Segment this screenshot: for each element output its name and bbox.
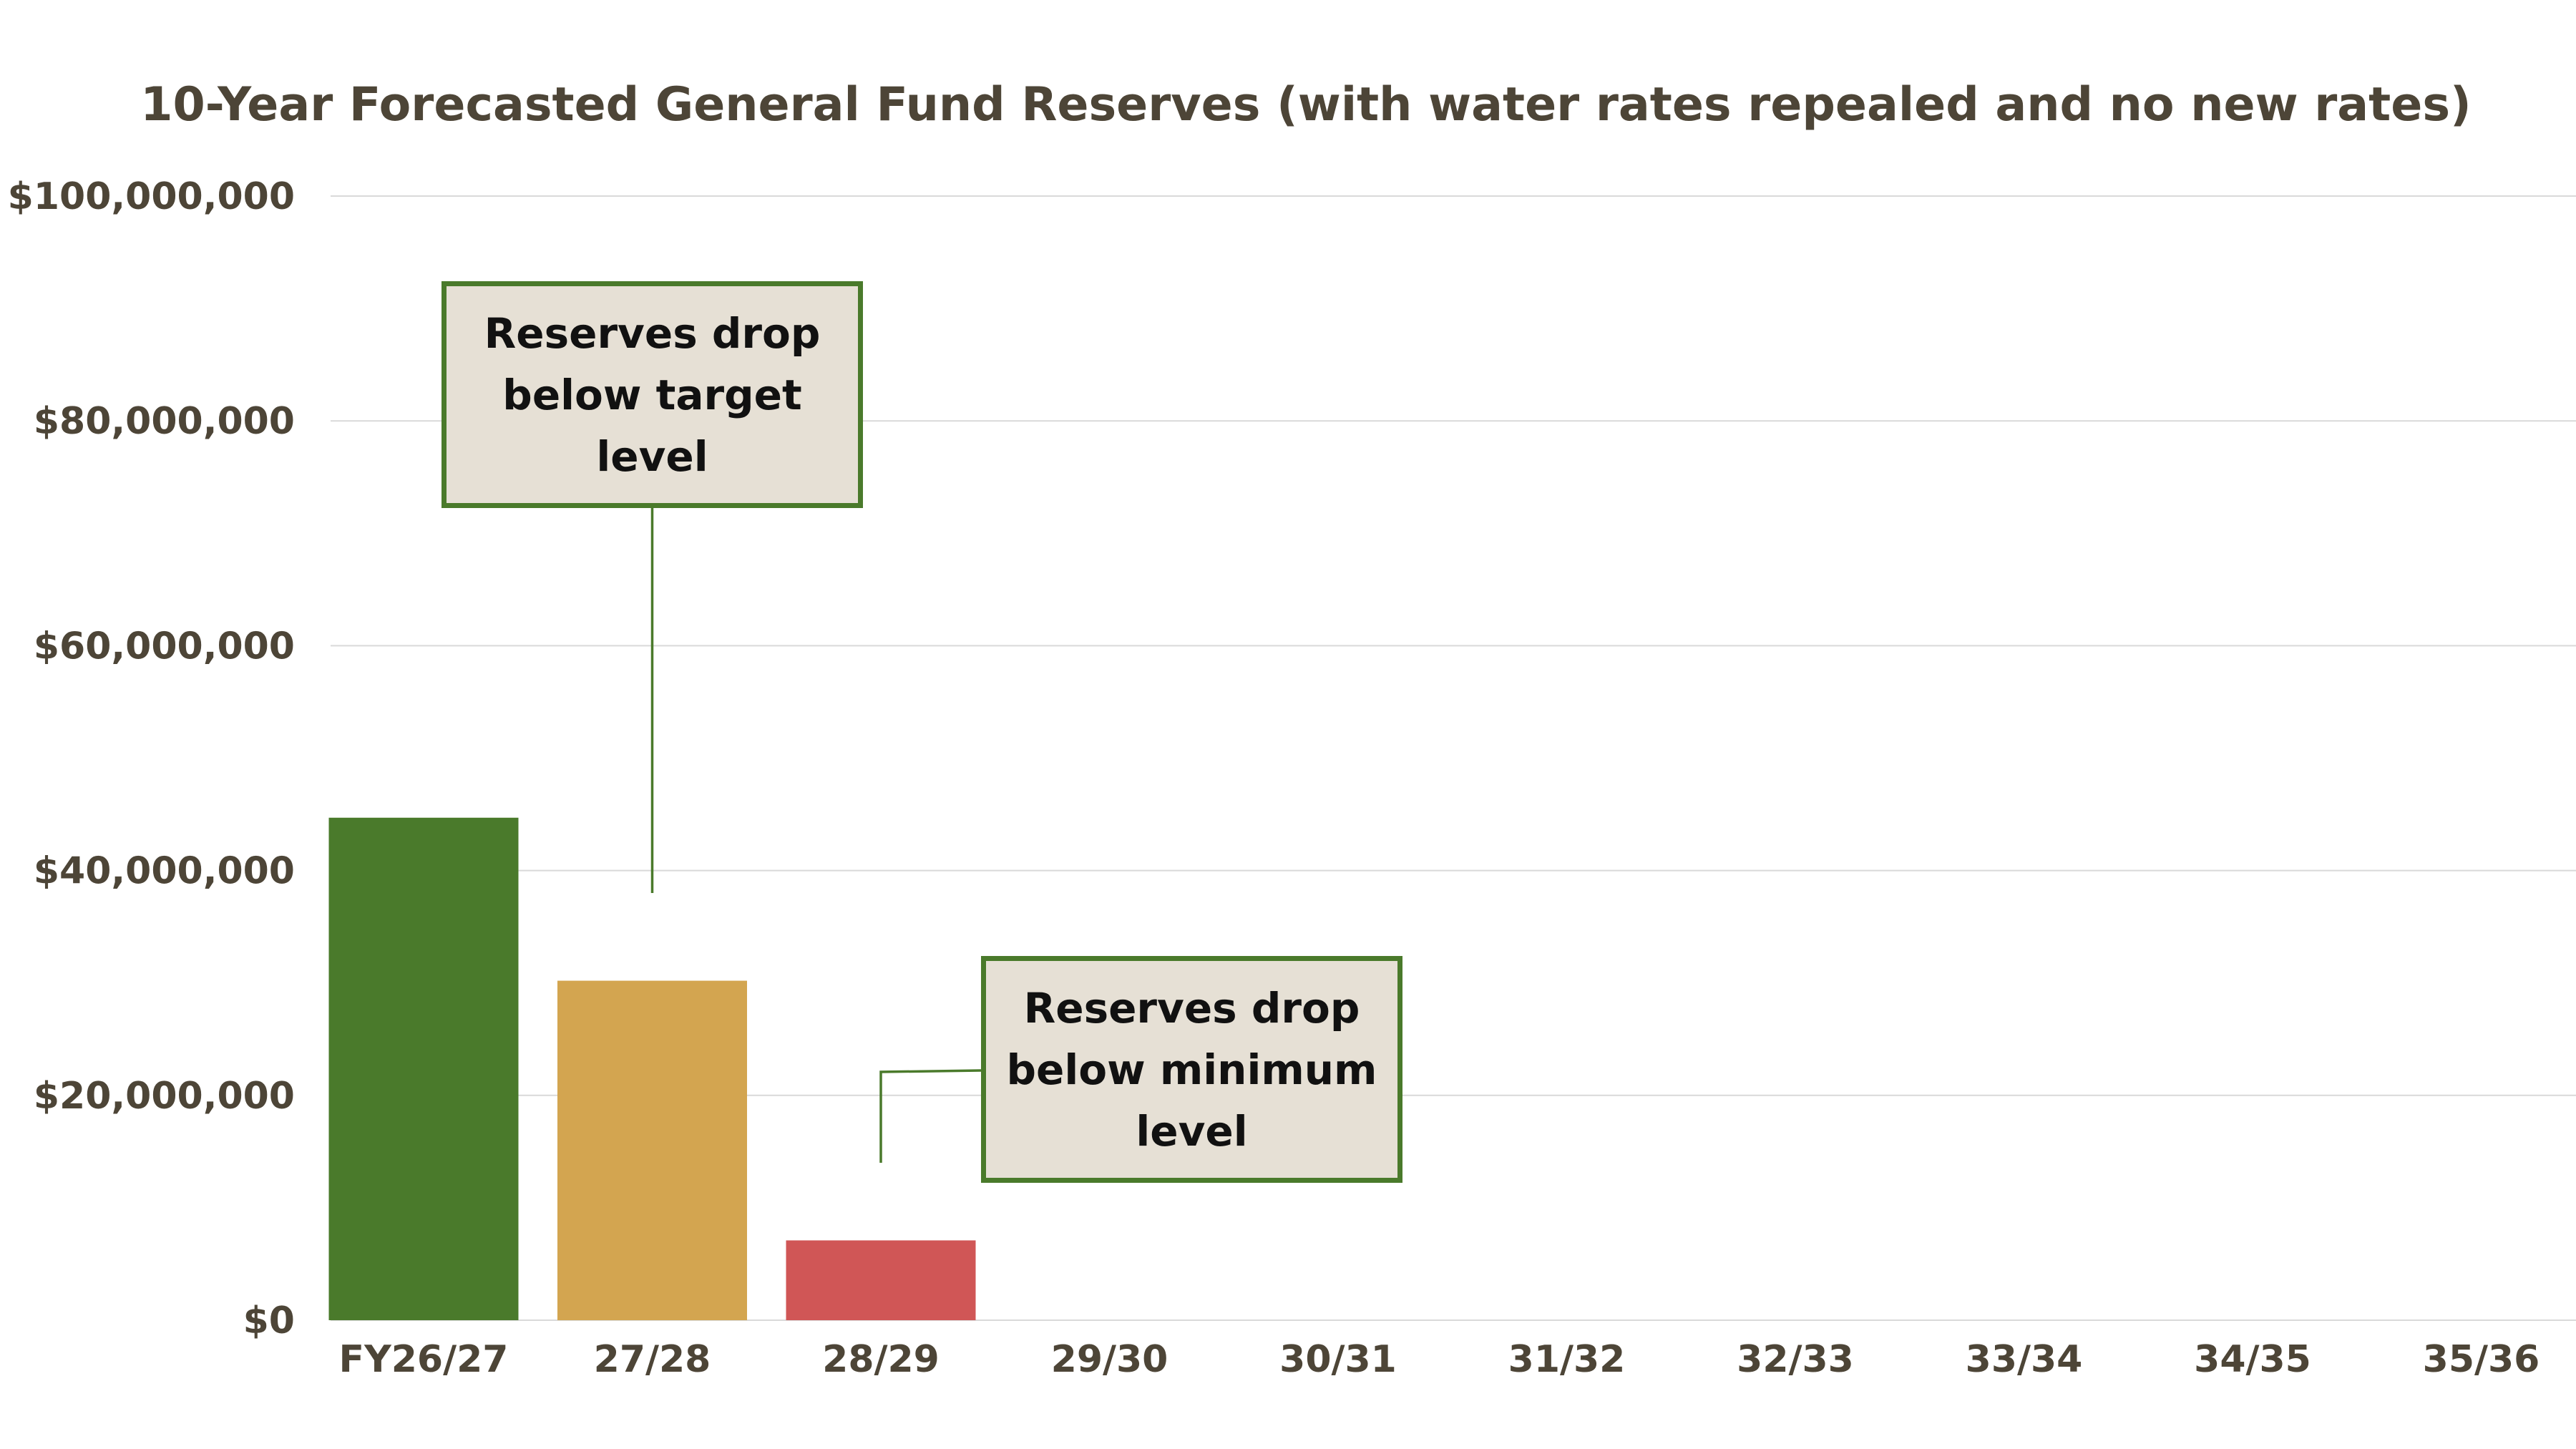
x-tick-label: 31/32 xyxy=(1508,1338,1626,1381)
y-tick-label: $40,000,000 xyxy=(34,850,295,893)
bar-FY26-27 xyxy=(328,817,519,1320)
x-tick-label: 28/29 xyxy=(822,1338,940,1381)
y-tick-label: $80,000,000 xyxy=(34,400,295,443)
x-tick-label: 35/36 xyxy=(2423,1338,2540,1381)
y-axis: $0 $20,000,000 $40,000,000 $60,000,000 $80,0… xyxy=(8,175,295,1342)
y-tick-label: $100,000,000 xyxy=(8,175,295,218)
annotation-target-level: Reserves drop below target level xyxy=(441,281,863,508)
x-tick-label: 32/33 xyxy=(1737,1338,1854,1381)
callout-line-minimum xyxy=(879,1069,982,1163)
y-tick-label: $0 xyxy=(243,1299,295,1342)
bar-27-28 xyxy=(557,980,747,1320)
x-tick-label: 29/30 xyxy=(1051,1338,1169,1381)
y-tick-label: $60,000,000 xyxy=(34,625,295,668)
bar-28-29 xyxy=(786,1240,976,1320)
x-tick-label: 33/34 xyxy=(1966,1338,2083,1381)
chart-title: 10-Year Forecasted General Fund Reserves… xyxy=(140,78,2471,132)
bars xyxy=(328,817,976,1320)
x-tick-label: FY26/27 xyxy=(339,1338,509,1381)
x-tick-label: 30/31 xyxy=(1279,1338,1397,1381)
callout-lines xyxy=(650,508,982,1163)
x-tick-label: 27/28 xyxy=(594,1338,711,1381)
x-axis: FY26/27 27/28 28/29 29/30 30/31 31/32 32/33 33/… xyxy=(339,1338,2540,1381)
x-tick-label: 34/35 xyxy=(2194,1338,2311,1381)
annotation-minimum-level: Reserves drop below minimum level xyxy=(981,956,1402,1183)
annotation-minimum-level-text: Reserves drop below minimum level xyxy=(1006,983,1377,1156)
y-tick-label: $20,000,000 xyxy=(34,1075,295,1118)
annotation-target-level-text: Reserves drop below target level xyxy=(484,308,821,481)
